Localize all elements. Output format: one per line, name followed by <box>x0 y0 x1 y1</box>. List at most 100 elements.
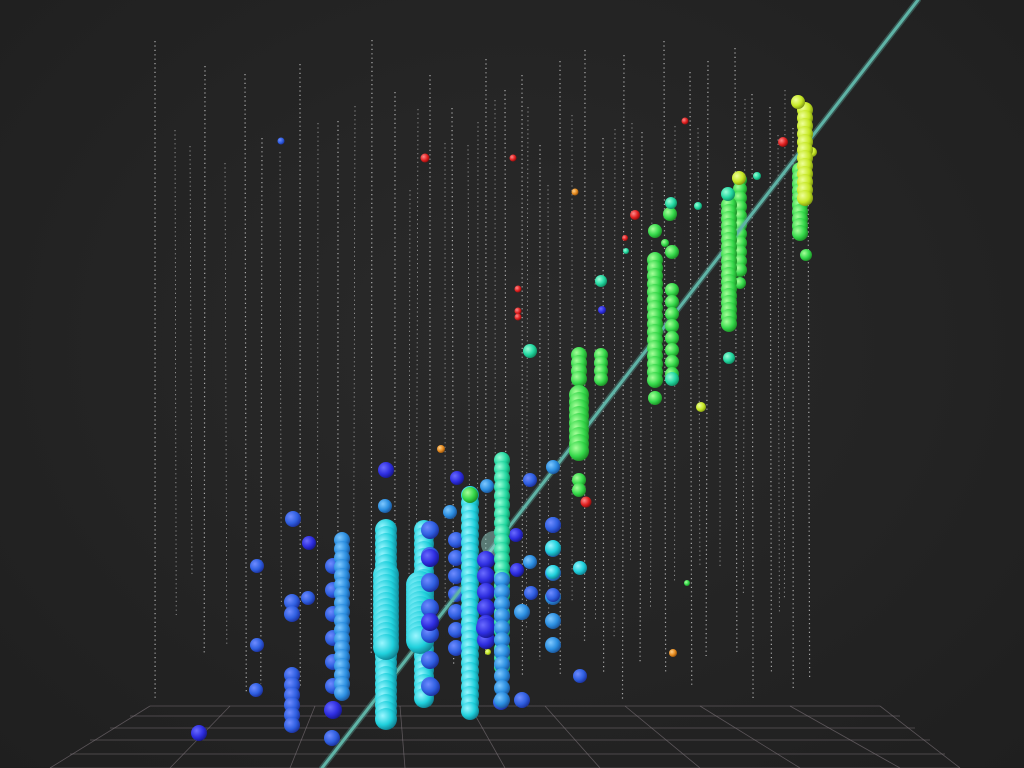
photon-hit <box>792 225 808 241</box>
photon-hit <box>421 549 439 567</box>
photon-hit <box>665 295 679 309</box>
detector-string <box>279 151 282 610</box>
photon-hit <box>421 599 439 617</box>
detector-string <box>370 39 373 656</box>
photon-hits <box>277 95 813 730</box>
photon-hit <box>572 473 586 487</box>
photon-hit <box>477 567 495 585</box>
photon-hit <box>572 483 586 497</box>
photon-hit <box>448 604 464 620</box>
photon-hit <box>494 620 510 636</box>
photon-hit <box>514 313 522 321</box>
photon-hit <box>494 572 510 588</box>
photon-hit <box>524 586 538 600</box>
detector-string <box>174 129 177 616</box>
photon-hit <box>480 479 494 493</box>
grid-line <box>399 705 406 768</box>
photon-hit <box>494 608 510 624</box>
photon-hit <box>669 649 677 657</box>
grid-line <box>544 705 601 768</box>
photon-hit <box>523 555 537 569</box>
photon-hit <box>514 604 530 620</box>
photon-hit <box>420 153 430 163</box>
muon-track-line <box>320 0 920 768</box>
detector-string <box>769 106 773 674</box>
photon-hit <box>665 283 679 297</box>
floor-grid <box>49 705 961 768</box>
photon-hit <box>571 188 579 196</box>
photon-hit <box>569 441 589 461</box>
photon-hit <box>461 702 479 720</box>
photon-hit <box>545 637 561 653</box>
photon-hit <box>421 651 439 669</box>
photon-hit <box>477 599 495 617</box>
detector-string <box>697 127 701 567</box>
detector-string <box>689 71 693 687</box>
photon-hit <box>580 496 592 508</box>
photon-hit <box>375 708 397 730</box>
photon-hit <box>573 561 587 575</box>
detector-string <box>451 107 455 666</box>
photon-hit <box>694 202 702 210</box>
photon-hit <box>250 638 264 652</box>
photon-hit <box>721 187 735 201</box>
photon-hit <box>622 235 628 241</box>
photon-hit <box>514 307 522 315</box>
photon-hit <box>545 613 561 629</box>
photon-hit <box>421 574 439 592</box>
photon-hit <box>723 352 735 364</box>
detector-string <box>629 122 633 562</box>
photon-hit <box>421 521 439 539</box>
photon-hit <box>684 580 690 586</box>
photon-hit <box>510 563 524 577</box>
detector-string <box>602 137 605 673</box>
photon-hit <box>665 245 679 259</box>
photon-hit <box>373 634 399 660</box>
photon-hit <box>284 606 300 622</box>
photon-hit <box>448 640 464 656</box>
photon-hit <box>421 613 439 631</box>
photon-hit <box>249 683 263 697</box>
photon-hit <box>494 692 510 708</box>
photon-hit <box>509 528 523 542</box>
photon-hit <box>324 701 342 719</box>
photon-hit <box>797 190 813 206</box>
photon-hit <box>301 591 315 605</box>
photon-hit <box>437 445 445 453</box>
detector-string <box>621 54 625 700</box>
photon-hit <box>523 473 537 487</box>
detector-string <box>663 40 667 673</box>
photon-hit <box>696 402 706 412</box>
photon-hit <box>523 344 537 358</box>
photon-hit <box>732 171 746 185</box>
photon-hit <box>800 249 812 261</box>
photon-hit <box>485 649 491 655</box>
grid-line <box>879 705 961 768</box>
photon-hit <box>509 154 517 162</box>
detector-string <box>203 65 206 656</box>
photon-hit <box>647 372 663 388</box>
detector-string <box>639 131 643 663</box>
detector-string <box>807 138 811 679</box>
photon-hit <box>494 584 510 600</box>
grid-line <box>49 705 151 768</box>
photon-hit <box>494 656 510 672</box>
photon-hit <box>494 680 510 696</box>
photon-hit <box>546 565 560 579</box>
photon-hit <box>494 668 510 684</box>
detector-string <box>742 98 746 595</box>
photon-hit <box>665 307 679 321</box>
photon-hit <box>277 137 285 145</box>
detector-string <box>467 144 471 630</box>
photon-hit <box>448 532 464 548</box>
photon-hit <box>334 685 350 701</box>
photon-hit <box>594 372 608 386</box>
photon-hit <box>378 462 394 478</box>
photon-hit <box>665 331 679 345</box>
photon-hit <box>302 536 316 550</box>
photon-hit <box>663 207 677 221</box>
photon-hit <box>476 618 496 638</box>
photon-hit <box>665 372 679 386</box>
